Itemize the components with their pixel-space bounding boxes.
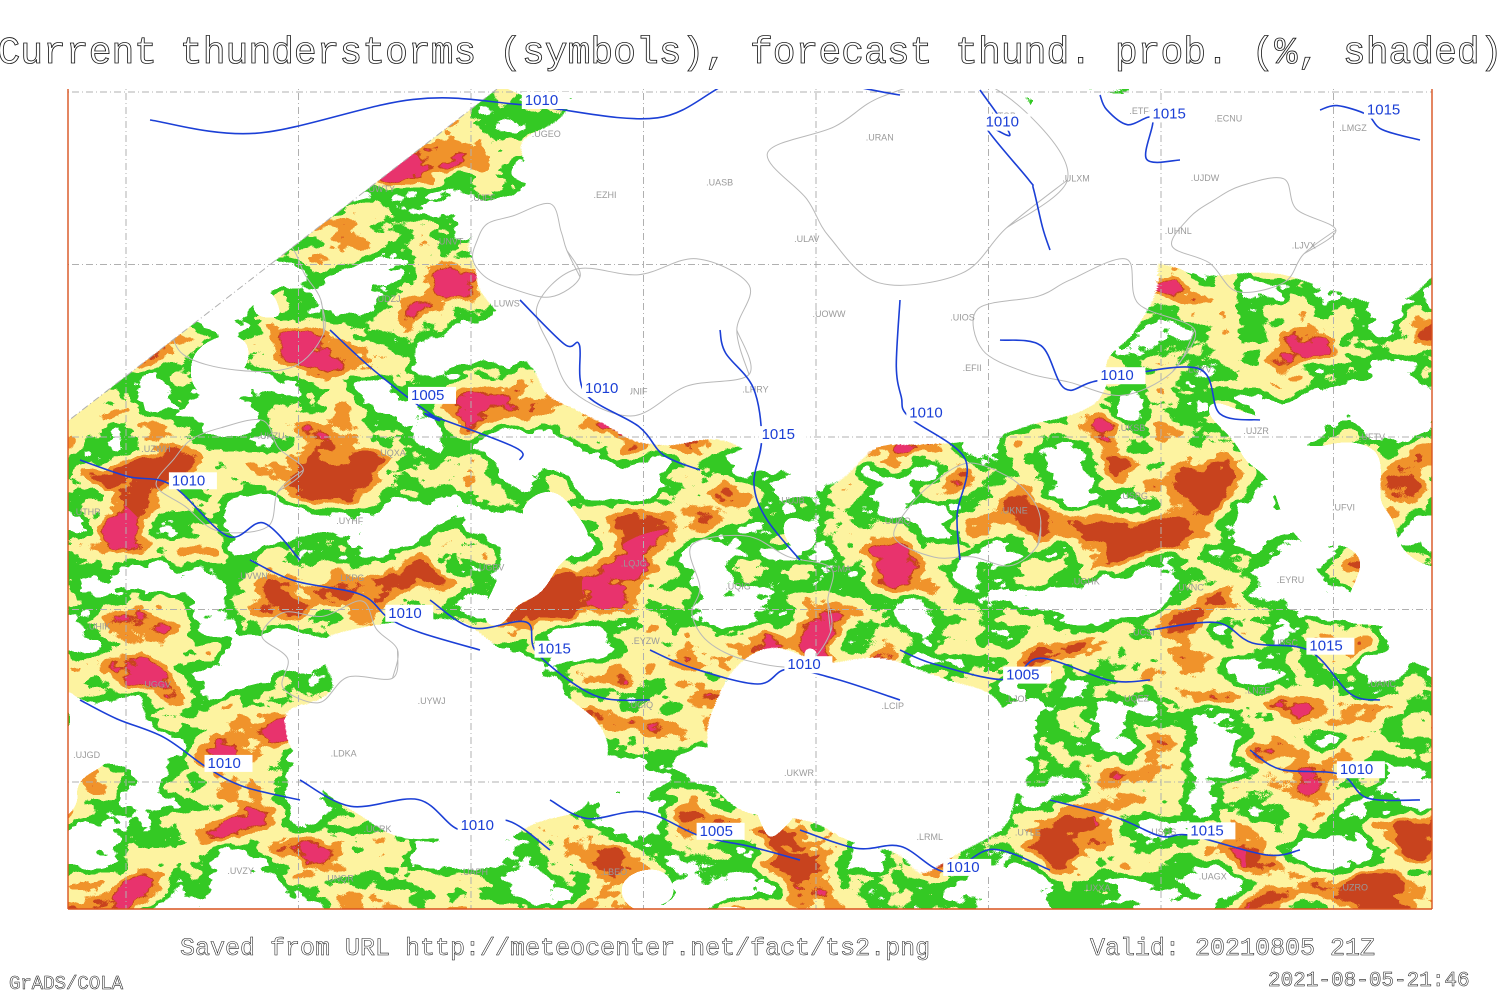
- svg-text:.UCSI: .UCSI: [1131, 628, 1155, 638]
- svg-text:.UYLE: .UYLE: [1015, 828, 1041, 838]
- svg-text:.LDKA: .LDKA: [331, 749, 357, 759]
- svg-text:1010: 1010: [461, 817, 494, 834]
- svg-text:.UANC: .UANC: [1368, 679, 1397, 689]
- svg-text:.UWTY: .UWTY: [366, 184, 395, 194]
- svg-text:.UTHR: .UTHR: [73, 507, 101, 517]
- svg-text:.USPG: .USPG: [1120, 491, 1148, 501]
- svg-text:.UZWH: .UZWH: [141, 444, 171, 454]
- svg-text:.LUWS: .LUWS: [491, 299, 520, 309]
- svg-text:1010: 1010: [1340, 761, 1373, 778]
- svg-text:.UCRK: .UCRK: [364, 824, 392, 834]
- svg-text:.UNQR: .UNQR: [325, 874, 355, 884]
- svg-text:.UJZR: .UJZR: [1243, 426, 1269, 436]
- svg-text:.UYWJ: .UYWJ: [418, 696, 446, 706]
- svg-text:1010: 1010: [909, 404, 942, 421]
- svg-text:.ULAV: .ULAV: [794, 234, 819, 244]
- svg-text:.LCMA: .LCMA: [824, 564, 852, 574]
- svg-text:.UVZY: .UVZY: [227, 866, 254, 876]
- svg-text:.UFVI: .UFVI: [1332, 503, 1355, 513]
- svg-text:1005: 1005: [411, 387, 444, 404]
- svg-text:1015: 1015: [762, 426, 795, 443]
- svg-text:1010: 1010: [208, 755, 241, 772]
- svg-text:.UJGD: .UJGD: [73, 750, 101, 760]
- svg-text:.UKZU: .UKZU: [258, 431, 285, 441]
- svg-text:1015: 1015: [1190, 822, 1223, 839]
- svg-text:.UUBQ: .UUBQ: [882, 516, 911, 526]
- svg-text:.UCQJ: .UCQJ: [197, 250, 224, 260]
- svg-text:.UASB: .UASB: [706, 178, 733, 188]
- svg-text:.LKPG: .LKPG: [338, 573, 365, 583]
- svg-text:.URAN: .URAN: [866, 133, 894, 143]
- svg-text:.UJDW: .UJDW: [1191, 173, 1220, 183]
- svg-text:.UHIK: .UHIK: [86, 621, 110, 631]
- svg-text:.LNZE: .LNZE: [1245, 686, 1271, 696]
- svg-text:.UZRO: .UZRO: [1340, 882, 1368, 892]
- svg-text:.LBEO: .LBEO: [601, 867, 628, 877]
- svg-text:.UGGV: .UGGV: [142, 679, 171, 689]
- svg-text:.UNVT: .UNVT: [436, 237, 464, 247]
- svg-text:.EFII: .EFII: [963, 363, 982, 373]
- svg-text:1010: 1010: [986, 114, 1019, 131]
- svg-text:.UTFH: .UTFH: [76, 126, 103, 136]
- svg-text:.UJFF: .UJFF: [471, 193, 496, 203]
- svg-text:.ULXM: .ULXM: [1062, 174, 1090, 184]
- svg-text:.UAGX: .UAGX: [1199, 871, 1227, 881]
- svg-text:.EYZW: .EYZW: [631, 636, 660, 646]
- svg-text:.LMGZ: .LMGZ: [1339, 123, 1367, 133]
- svg-text:.UIOS: .UIOS: [950, 313, 975, 323]
- svg-text:.UDZJ: .UDZJ: [375, 294, 401, 304]
- svg-text:.UFTV: .UFTV: [1359, 432, 1385, 442]
- svg-text:.EYRU: .EYRU: [1277, 575, 1305, 585]
- svg-text:1015: 1015: [538, 641, 571, 658]
- svg-text:1005: 1005: [700, 823, 733, 840]
- svg-text:.LJOI: .LJOI: [1006, 694, 1028, 704]
- svg-text:.UWRC: .UWRC: [204, 119, 235, 129]
- svg-text:.UCIQ: .UCIQ: [628, 700, 653, 710]
- svg-text:.UGEO: .UGEO: [532, 129, 561, 139]
- svg-text:.UVWN: .UVWN: [238, 571, 268, 581]
- svg-text:1010: 1010: [525, 92, 558, 109]
- svg-text:.UVNC: .UVNC: [1176, 582, 1205, 592]
- svg-text:.UGBV: .UGBV: [476, 563, 504, 573]
- svg-text:.UQIG: .UQIG: [725, 582, 751, 592]
- svg-text:.UKWR: .UKWR: [784, 768, 814, 778]
- svg-text:.ECNU: .ECNU: [1214, 114, 1242, 124]
- svg-text:.LCIP: .LCIP: [882, 701, 905, 711]
- svg-text:.UGHK: .UGHK: [1071, 577, 1100, 587]
- svg-text:.LQJG: .LQJG: [621, 558, 647, 568]
- svg-text:1010: 1010: [172, 472, 205, 489]
- svg-text:.UKSB: .UKSB: [1118, 423, 1145, 433]
- svg-text:.UKNE: .UKNE: [1000, 505, 1028, 515]
- svg-text:1015: 1015: [1367, 102, 1400, 119]
- svg-text:.UUJB: .UUJB: [779, 495, 805, 505]
- svg-text:1010: 1010: [787, 656, 820, 673]
- svg-text:.UYHF: .UYHF: [336, 516, 364, 526]
- svg-text:.UXXA: .UXXA: [1083, 883, 1110, 893]
- svg-text:.LRML: .LRML: [917, 832, 944, 842]
- svg-text:1010: 1010: [585, 380, 618, 397]
- svg-text:.UOWW: .UOWW: [813, 309, 846, 319]
- svg-text:1005: 1005: [1006, 667, 1039, 684]
- svg-text:1010: 1010: [1100, 367, 1133, 384]
- svg-text:1015: 1015: [1309, 638, 1342, 655]
- svg-text:.LJVX: .LJVX: [1292, 240, 1316, 250]
- svg-text:.UQXA: .UQXA: [378, 448, 406, 458]
- svg-text:.UNOR: .UNOR: [139, 310, 169, 320]
- svg-text:1015: 1015: [1153, 105, 1186, 122]
- svg-text:.UHNL: .UHNL: [1165, 226, 1192, 236]
- svg-text:.UQEZ: .UQEZ: [1122, 693, 1150, 703]
- svg-text:1010: 1010: [388, 605, 421, 622]
- svg-text:.UAPH: .UAPH: [461, 867, 489, 877]
- svg-text:.EZHI: .EZHI: [594, 190, 617, 200]
- svg-text:1010: 1010: [946, 859, 979, 876]
